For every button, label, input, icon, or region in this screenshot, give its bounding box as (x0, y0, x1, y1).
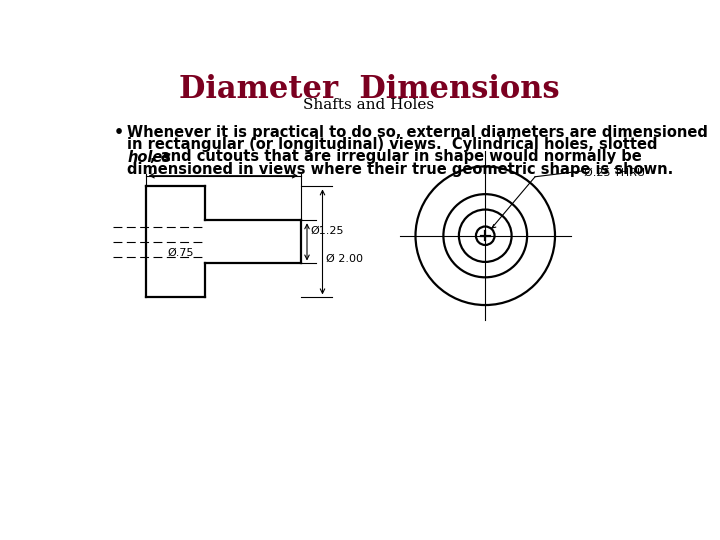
Text: Whenever it is practical to do so, external diameters are dimensioned: Whenever it is practical to do so, exter… (127, 125, 708, 140)
Text: •: • (113, 125, 123, 140)
Text: in rectangular (or longitudinal) views.  Cylindrical holes, slotted: in rectangular (or longitudinal) views. … (127, 137, 657, 152)
Text: dimensioned in views where their true geometric shape is shown.: dimensioned in views where their true ge… (127, 162, 673, 177)
Text: Ø1.25: Ø1.25 (310, 226, 343, 236)
Text: Ø 2.00: Ø 2.00 (325, 254, 363, 264)
Text: Ø.75: Ø.75 (167, 248, 194, 258)
Text: , and cutouts that are irregular in shape would normally be: , and cutouts that are irregular in shap… (150, 150, 642, 165)
Text: Diameter  Dimensions: Diameter Dimensions (179, 74, 559, 105)
Text: Ø.25 THRU: Ø.25 THRU (585, 167, 645, 178)
Text: holes: holes (127, 150, 171, 165)
Text: Shafts and Holes: Shafts and Holes (303, 98, 435, 112)
